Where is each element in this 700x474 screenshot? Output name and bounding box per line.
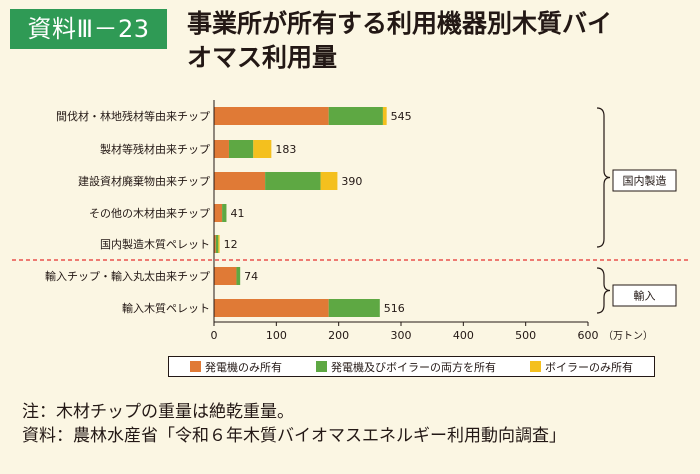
bar-segment bbox=[214, 235, 216, 253]
bar-segment bbox=[253, 140, 272, 158]
x-tick-label: 600 bbox=[578, 329, 599, 342]
chart-legend: 発電機のみ所有 発電機及びボイラーの両方を所有 ボイラーのみ所有 bbox=[168, 356, 655, 377]
domestic-group-box bbox=[612, 169, 677, 192]
bar-segment bbox=[328, 299, 380, 317]
x-tick-label: 400 bbox=[453, 329, 474, 342]
import-group-box bbox=[612, 284, 677, 307]
bar-segment bbox=[218, 235, 220, 253]
legend-label-boiler-only: ボイラーのみ所有 bbox=[545, 360, 633, 374]
category-label: 製材等残材由来チップ bbox=[100, 142, 210, 156]
x-tick-label: 500 bbox=[515, 329, 536, 342]
domestic-group-label: 国内製造 bbox=[623, 174, 667, 188]
chart-title-line-1: 事業所が所有する利用機器別木質バイ bbox=[187, 9, 613, 38]
category-label: その他の木材由来チップ bbox=[89, 206, 210, 220]
total-label: 516 bbox=[384, 302, 405, 315]
bar-segment bbox=[214, 172, 266, 190]
note-text: 注：木材チップの重量は絶乾重量。 bbox=[22, 402, 294, 422]
domestic-group-bracket bbox=[596, 107, 611, 248]
bar-segment bbox=[214, 140, 229, 158]
legend-item-generator-and-boiler: 発電機及びボイラーの両方を所有 bbox=[316, 359, 496, 375]
legend-label-generator-and-boiler: 発電機及びボイラーの両方を所有 bbox=[331, 360, 496, 374]
legend-label-generator-only: 発電機のみ所有 bbox=[205, 360, 282, 374]
total-label: 41 bbox=[230, 207, 244, 220]
bar-segment bbox=[214, 107, 329, 125]
bar-segment bbox=[382, 107, 387, 125]
bar-segment bbox=[215, 235, 219, 253]
legend-item-boiler-only: ボイラーのみ所有 bbox=[530, 359, 633, 375]
bar-segment bbox=[265, 172, 321, 190]
unit-label: （万トン） bbox=[603, 330, 653, 342]
bar-segment bbox=[214, 204, 223, 222]
bar-segment bbox=[222, 204, 227, 222]
x-tick-label: 200 bbox=[328, 329, 349, 342]
import-group-bracket bbox=[596, 267, 611, 314]
footnotes: 注：木材チップの重量は絶乾重量。 資料：農林水産省「令和６年木質バイオマスエネル… bbox=[22, 400, 566, 448]
bar-segment bbox=[320, 172, 338, 190]
category-label: 間伐材・林地残材等由来チップ bbox=[56, 109, 210, 123]
x-tick-label: 100 bbox=[266, 329, 287, 342]
x-tick-label: 0 bbox=[211, 329, 218, 342]
chart-title-line-2: オマス利用量 bbox=[187, 43, 338, 72]
bar-segment bbox=[214, 299, 329, 317]
bar-segment bbox=[214, 267, 237, 285]
bar-segment bbox=[328, 107, 383, 125]
legend-item-generator-only: 発電機のみ所有 bbox=[190, 359, 282, 375]
bar-segment bbox=[228, 140, 254, 158]
figure-number-badge: 資料Ⅲ－23 bbox=[10, 9, 167, 49]
total-label: 545 bbox=[391, 110, 412, 123]
x-tick-label: 300 bbox=[391, 329, 412, 342]
category-label: 輸入チップ・輸入丸太由来チップ bbox=[45, 269, 210, 283]
total-label: 74 bbox=[244, 270, 258, 283]
source-text: 資料：農林水産省「令和６年木質バイオマスエネルギー利用動向調査」 bbox=[22, 426, 566, 446]
bar-segment bbox=[236, 267, 241, 285]
category-label: 建設資材廃棄物由来チップ bbox=[78, 174, 210, 188]
total-label: 183 bbox=[275, 143, 296, 156]
import-group-label: 輸入 bbox=[634, 289, 656, 303]
legend-swatch-generator-and-boiler bbox=[316, 361, 327, 372]
total-label: 12 bbox=[224, 238, 238, 251]
category-label: 輸入木質ペレット bbox=[122, 301, 210, 315]
category-label: 国内製造木質ペレット bbox=[100, 237, 210, 251]
total-label: 390 bbox=[341, 175, 362, 188]
chart-title: 事業所が所有する利用機器別木質バイ オマス利用量 bbox=[187, 7, 692, 75]
legend-swatch-generator-only bbox=[190, 361, 201, 372]
legend-swatch-boiler-only bbox=[530, 361, 541, 372]
